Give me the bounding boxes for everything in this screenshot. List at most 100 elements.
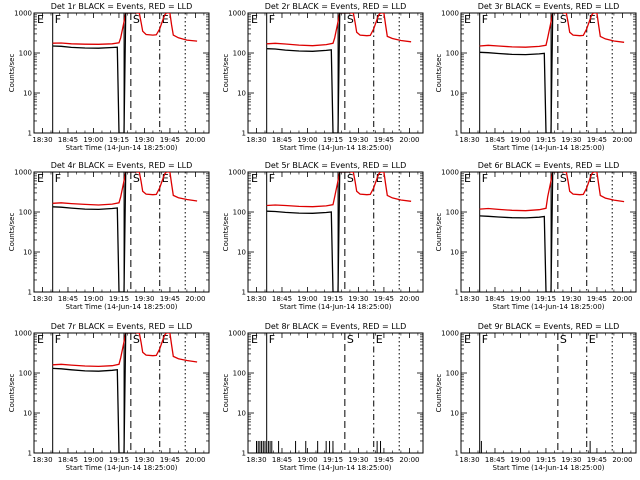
x-tick-label: 19:00 bbox=[510, 136, 530, 144]
y-tick-label: 1000 bbox=[14, 169, 32, 177]
panel-6: Det 6r BLACK = Events, RED = LLD 1 10 100 10… bbox=[435, 161, 637, 311]
series-events-black bbox=[479, 13, 563, 133]
y-tick-label: 1000 bbox=[228, 330, 246, 338]
y-tick-label: 1000 bbox=[14, 330, 32, 338]
y-tick-label: 1 bbox=[242, 450, 246, 458]
series-lld-red bbox=[52, 172, 198, 206]
x-tick-label: 19:45 bbox=[587, 295, 607, 303]
marker-label-s: S bbox=[347, 13, 354, 26]
x-tick-label: 20:00 bbox=[399, 456, 419, 464]
marker-label-e: E bbox=[37, 13, 44, 26]
x-tick-label: 19:00 bbox=[83, 295, 103, 303]
series-group bbox=[480, 440, 591, 453]
marker-label-e: E bbox=[251, 13, 258, 26]
panel-title: Det 6r BLACK = Events, RED = LLD bbox=[478, 161, 620, 170]
y-axis-label: Counts/sec bbox=[222, 54, 230, 93]
y-tick-label: 1 bbox=[28, 289, 32, 297]
x-tick-label: 20:00 bbox=[612, 136, 632, 144]
x-tick-label: 19:45 bbox=[374, 295, 394, 303]
y-tick-label: 1 bbox=[28, 450, 32, 458]
marker-label-e: E bbox=[376, 172, 383, 185]
panel-title: Det 9r BLACK = Events, RED = LLD bbox=[478, 322, 620, 331]
x-tick-label: 18:30 bbox=[32, 295, 52, 303]
marker-label-f: F bbox=[269, 333, 275, 346]
panel-title: Det 4r BLACK = Events, RED = LLD bbox=[51, 161, 193, 170]
marker-label-e: E bbox=[464, 333, 471, 346]
y-tick-label: 1 bbox=[455, 289, 459, 297]
x-tick-label: 19:15 bbox=[109, 456, 129, 464]
series-lld-red bbox=[266, 13, 412, 47]
x-tick-label: 20:00 bbox=[185, 456, 205, 464]
panel-5: Det 5r BLACK = Events, RED = LLD 1 10 100 10… bbox=[222, 161, 424, 311]
x-tick-label: 18:45 bbox=[272, 295, 292, 303]
x-tick-label: 19:00 bbox=[510, 295, 530, 303]
panel-title: Det 5r BLACK = Events, RED = LLD bbox=[265, 161, 407, 170]
marker-label-s: S bbox=[560, 13, 567, 26]
marker-label-e: E bbox=[589, 13, 596, 26]
marker-label-f: F bbox=[55, 13, 61, 26]
series-lld-red bbox=[479, 172, 625, 212]
panel-9: Det 9r BLACK = Events, RED = LLD 1 10 100 10… bbox=[435, 322, 637, 472]
x-axis-label: Start Time (14-Jun-14 18:25:00) bbox=[280, 464, 392, 472]
marker-label-e: E bbox=[37, 172, 44, 185]
marker-label-f: F bbox=[482, 172, 488, 185]
y-tick-label: 10 bbox=[237, 249, 246, 257]
x-tick-label: 20:00 bbox=[612, 295, 632, 303]
series-lld-red bbox=[52, 333, 198, 368]
x-axis-label: Start Time (14-Jun-14 18:25:00) bbox=[493, 144, 605, 152]
x-tick-label: 19:45 bbox=[374, 136, 394, 144]
marker-label-f: F bbox=[269, 13, 275, 26]
y-tick-label: 10 bbox=[450, 410, 459, 418]
plot-frame bbox=[460, 332, 637, 454]
y-tick-label: 10 bbox=[23, 90, 32, 98]
y-tick-label: 1000 bbox=[228, 10, 246, 18]
panel-title: Det 1r BLACK = Events, RED = LLD bbox=[51, 2, 193, 11]
x-tick-label: 18:30 bbox=[246, 456, 266, 464]
x-tick-label: 19:15 bbox=[536, 295, 556, 303]
x-axis-label: Start Time (14-Jun-14 18:25:00) bbox=[493, 464, 605, 472]
marker-label-e: E bbox=[589, 172, 596, 185]
x-tick-label: 20:00 bbox=[399, 136, 419, 144]
x-tick-label: 19:00 bbox=[297, 136, 317, 144]
series-events-black bbox=[266, 13, 350, 133]
marker-label-s: S bbox=[347, 172, 354, 185]
x-tick-label: 19:30 bbox=[134, 295, 154, 303]
series-group bbox=[52, 13, 198, 133]
x-tick-label: 19:15 bbox=[323, 295, 343, 303]
x-tick-label: 18:30 bbox=[459, 136, 479, 144]
series-group bbox=[52, 172, 198, 292]
series-group bbox=[266, 13, 412, 133]
y-tick-label: 100 bbox=[233, 209, 246, 217]
x-tick-label: 19:30 bbox=[348, 295, 368, 303]
y-tick-label: 10 bbox=[450, 249, 459, 257]
marker-label-e: E bbox=[251, 333, 258, 346]
marker-label-e: E bbox=[589, 333, 596, 346]
y-tick-label: 10 bbox=[237, 410, 246, 418]
x-tick-label: 18:30 bbox=[246, 136, 266, 144]
marker-label-e: E bbox=[162, 172, 169, 185]
x-tick-label: 19:30 bbox=[134, 456, 154, 464]
y-tick-label: 1000 bbox=[441, 169, 459, 177]
x-tick-label: 19:45 bbox=[160, 295, 180, 303]
marker-label-f: F bbox=[55, 172, 61, 185]
marker-label-e: E bbox=[464, 13, 471, 26]
panel-7: Det 7r BLACK = Events, RED = LLD 1 10 100 10… bbox=[8, 322, 210, 472]
x-axis-label: Start Time (14-Jun-14 18:25:00) bbox=[66, 144, 178, 152]
series-lld-red bbox=[266, 172, 412, 208]
panel-8: Det 8r BLACK = Events, RED = LLD 1 10 100 10… bbox=[222, 322, 424, 472]
x-tick-label: 18:45 bbox=[485, 295, 505, 303]
x-tick-label: 18:45 bbox=[272, 456, 292, 464]
x-tick-label: 18:30 bbox=[32, 136, 52, 144]
x-axis-label: Start Time (14-Jun-14 18:25:00) bbox=[66, 464, 178, 472]
panel-title: Det 3r BLACK = Events, RED = LLD bbox=[478, 2, 620, 11]
x-tick-label: 19:30 bbox=[348, 136, 368, 144]
series-group bbox=[479, 13, 625, 133]
y-tick-label: 10 bbox=[23, 410, 32, 418]
series-group bbox=[255, 440, 382, 453]
x-tick-label: 20:00 bbox=[185, 295, 205, 303]
series-events-black bbox=[52, 333, 136, 453]
x-tick-label: 19:45 bbox=[374, 456, 394, 464]
x-tick-label: 19:30 bbox=[561, 295, 581, 303]
series-events-black bbox=[266, 172, 350, 292]
panel-3: Det 3r BLACK = Events, RED = LLD 1 10 100 10… bbox=[435, 2, 637, 152]
